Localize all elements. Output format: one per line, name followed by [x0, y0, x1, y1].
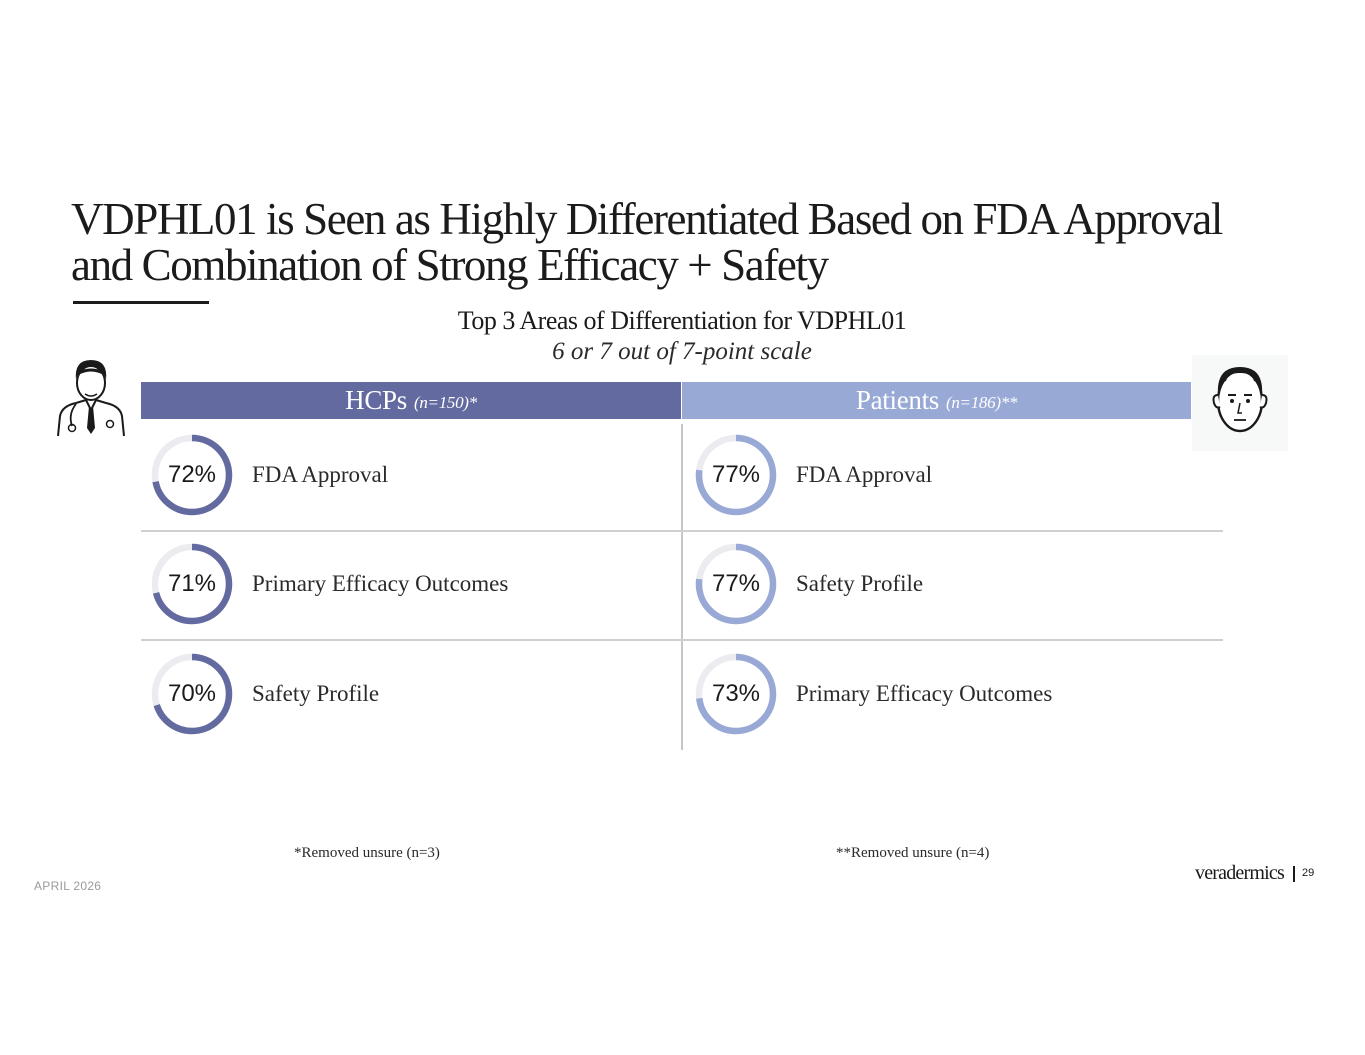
chart-subtitle: 6 or 7 out of 7-point scale [552, 338, 812, 365]
patients-row-2: 77% Safety Profile [694, 542, 1214, 642]
hcps-row-1: 72% FDA Approval [150, 433, 670, 533]
hcps-sample-size: (n=150)* [413, 392, 477, 412]
patients-row-2-ring-arc [695, 543, 777, 625]
row-divider [141, 639, 1223, 641]
hcps-row-1-value: 72% [167, 461, 217, 488]
patients-row-3-label: Primary Efficacy Outcomes [796, 681, 1053, 706]
slide-title: VDPHL01 is Seen as Highly Differentiated… [71, 196, 1311, 288]
hcps-row-1-label: FDA Approval [252, 462, 389, 487]
page-number: 29 [1302, 867, 1315, 879]
hcps-row-3-ring [151, 653, 233, 735]
patients-row-2-value: 77% [711, 570, 761, 597]
hcps-row-2: 71% Primary Efficacy Outcomes [150, 542, 670, 642]
patients-row-3: 73% Primary Efficacy Outcomes [694, 652, 1214, 752]
hcps-column-header: HCPs (n=150)* [141, 382, 681, 419]
patients-row-3-value: 73% [711, 680, 761, 707]
brand-separator [1293, 866, 1295, 882]
hcps-row-3-ring-arc [151, 653, 233, 735]
hcps-row-2-ring [151, 543, 233, 625]
chart-title: Top 3 Areas of Differentiation for VDPHL… [457, 306, 907, 335]
hcps-footnote: *Removed unsure (n=3) [294, 845, 440, 861]
hcps-row-3: 70% Safety Profile [150, 652, 670, 752]
patients-footnote: **Removed unsure (n=4) [836, 845, 990, 861]
patients-sample-size: (n=186)** [946, 392, 1018, 412]
date-label: APRIL 2026 [34, 879, 102, 893]
patients-row-2-label: Safety Profile [796, 571, 924, 596]
patients-row-1-ring-arc [695, 434, 777, 516]
patients-column-header: Patients (n=186)** [682, 382, 1191, 419]
hcps-row-2-value: 71% [167, 570, 217, 597]
slide-title-line-1: VDPHL01 is Seen as Highly Differentiated… [71, 194, 1223, 244]
hcps-row-2-ring-arc [151, 543, 233, 625]
hcps-row-2-label: Primary Efficacy Outcomes [252, 571, 509, 596]
patients-row-1-ring [695, 434, 777, 516]
hcps-header-label: HCPs [345, 385, 407, 415]
patients-row-1-label: FDA Approval [796, 462, 933, 487]
brand-logo: veradermics [1195, 862, 1285, 884]
hcps-row-3-value: 70% [167, 680, 217, 707]
patients-header-label: Patients [855, 385, 939, 415]
patients-row-3-ring [695, 653, 777, 735]
patients-row-3-ring-arc [695, 653, 777, 735]
row-divider [141, 530, 1223, 532]
patient-icon [1192, 355, 1288, 451]
hcps-row-1-ring [151, 434, 233, 516]
doctor-icon [57, 360, 125, 437]
column-divider [681, 424, 683, 750]
slide-title-line-2: and Combination of Strong Efficacy + Saf… [71, 240, 829, 290]
hcps-row-1-ring-arc [151, 434, 233, 516]
title-underline [73, 301, 209, 304]
patients-row-1: 77% FDA Approval [694, 433, 1214, 533]
hcps-row-3-label: Safety Profile [252, 681, 380, 706]
patients-row-2-ring [695, 543, 777, 625]
patients-row-1-value: 77% [711, 461, 761, 488]
